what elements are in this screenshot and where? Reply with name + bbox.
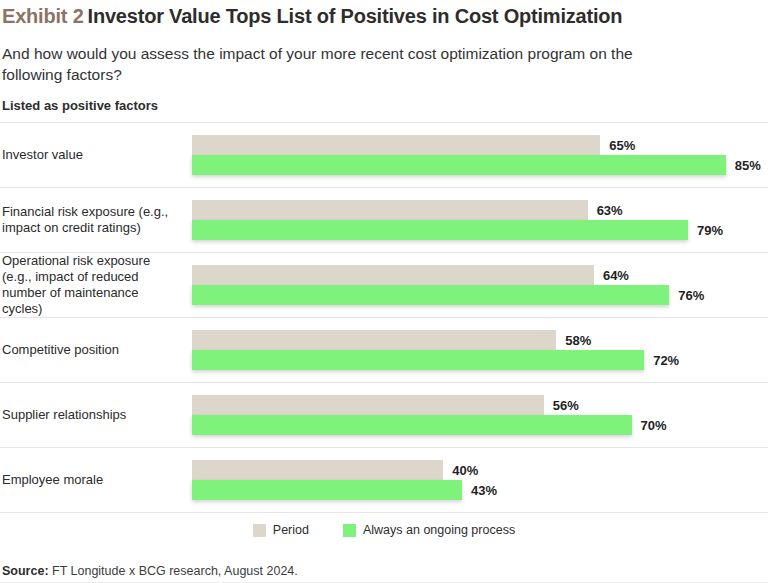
ongoing-bar — [192, 155, 726, 175]
bar-value: 72% — [653, 353, 679, 368]
chart-row: Competitive position 58% 72% — [0, 318, 768, 383]
period-bar — [192, 200, 588, 220]
row-bars: 56% 70% — [192, 395, 768, 435]
legend-item-ongoing: Always an ongoing process — [343, 523, 515, 537]
exhibit-label: Exhibit 2 — [2, 5, 84, 27]
row-bars: 64% 76% — [192, 265, 768, 305]
source-label: Source: — [2, 564, 49, 578]
row-label: Supplier relationships — [0, 407, 192, 423]
bar-value: 79% — [697, 223, 723, 238]
ongoing-bar — [192, 350, 644, 370]
row-bars: 65% 85% — [192, 135, 768, 175]
title-text: Investor Value Tops List of Positives in… — [88, 5, 623, 27]
row-bars: 63% 79% — [192, 200, 768, 240]
source-footer: Source: FT Longitude x BCG research, Aug… — [0, 564, 768, 583]
bar-value: 58% — [565, 333, 591, 348]
bar-value: 65% — [609, 138, 635, 153]
ongoing-bar — [192, 220, 688, 240]
bar-value: 43% — [471, 483, 497, 498]
legend-item-period: Period — [253, 523, 309, 537]
period-bar — [192, 395, 544, 415]
row-label: Operational risk exposure (e.g., impact … — [0, 253, 192, 317]
bar-track: 56% — [192, 395, 768, 415]
row-label: Competitive position — [0, 342, 192, 358]
row-label: Employee morale — [0, 472, 192, 488]
chart-row: Operational risk exposure (e.g., impact … — [0, 253, 768, 318]
chart-legend: Period Always an ongoing process — [0, 522, 768, 538]
legend-label: Period — [273, 523, 309, 537]
bar-track: 85% — [192, 155, 768, 175]
bar-value: 40% — [452, 463, 478, 478]
bar-value: 76% — [678, 288, 704, 303]
row-label: Investor value — [0, 147, 192, 163]
chart-row: Financial risk exposure (e.g., impact on… — [0, 188, 768, 253]
bar-track: 40% — [192, 460, 768, 480]
exhibit-page: Exhibit 2Investor Value Tops List of Pos… — [0, 0, 768, 583]
bar-track: 64% — [192, 265, 768, 285]
bar-track: 65% — [192, 135, 768, 155]
bar-chart: Investor value 65% 85% Financial risk expos… — [0, 122, 768, 513]
chart-subtitle: And how would you assess the impact of y… — [0, 43, 680, 85]
bar-value: 64% — [603, 268, 629, 283]
row-bars: 58% 72% — [192, 330, 768, 370]
period-bar — [192, 460, 443, 480]
ongoing-bar — [192, 415, 632, 435]
row-bars: 40%43% — [192, 460, 768, 500]
bar-value: 63% — [597, 203, 623, 218]
bar-value: 70% — [641, 418, 667, 433]
period-bar — [192, 135, 600, 155]
bar-track: 72% — [192, 350, 768, 370]
ongoing-bar — [192, 480, 462, 500]
chart-row: Investor value 65% 85% — [0, 123, 768, 188]
bar-track: 76% — [192, 285, 768, 305]
section-label: Listed as positive factors — [0, 98, 768, 113]
page-title: Exhibit 2Investor Value Tops List of Pos… — [0, 5, 768, 28]
bar-track: 58% — [192, 330, 768, 350]
source-note: Source: FT Longitude x BCG research, Aug… — [2, 564, 768, 578]
chart-row: Supplier relationships 56% 70% — [0, 383, 768, 448]
row-label: Financial risk exposure (e.g., impact on… — [0, 204, 192, 236]
bar-track: 79% — [192, 220, 768, 240]
bar-value: 56% — [553, 398, 579, 413]
period-bar — [192, 265, 594, 285]
bar-track: 43% — [192, 480, 768, 500]
legend-label: Always an ongoing process — [363, 523, 515, 537]
source-text: FT Longitude x BCG research, August 2024… — [49, 564, 298, 578]
ongoing-swatch-icon — [343, 524, 356, 537]
ongoing-bar — [192, 285, 669, 305]
chart-row: Employee morale40%43% — [0, 448, 768, 513]
period-bar — [192, 330, 556, 350]
bar-value: 85% — [735, 158, 761, 173]
bar-track: 63% — [192, 200, 768, 220]
period-swatch-icon — [253, 524, 266, 537]
bar-track: 70% — [192, 415, 768, 435]
